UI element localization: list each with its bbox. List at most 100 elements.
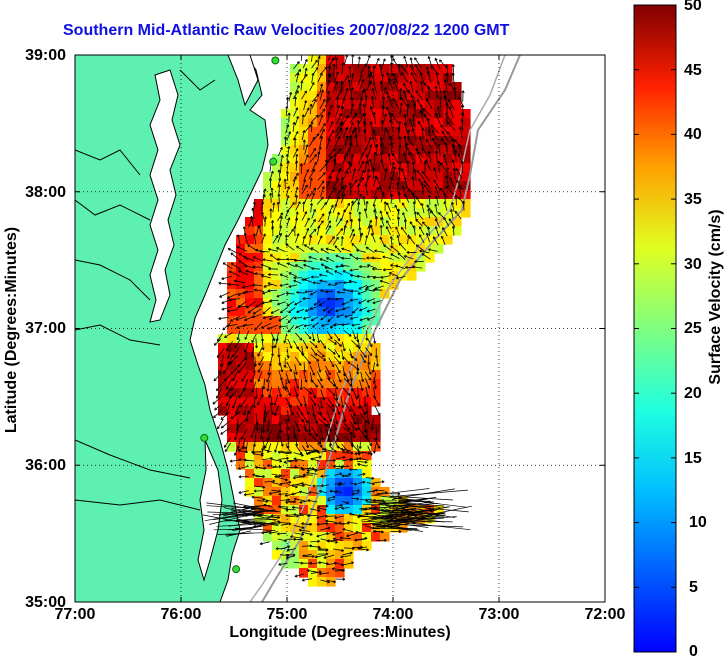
velocity-cell xyxy=(416,154,426,164)
velocity-cell xyxy=(245,244,255,254)
velocity-cell xyxy=(290,442,300,452)
velocity-cell xyxy=(254,244,264,254)
velocity-cell xyxy=(254,424,264,434)
velocity-cell xyxy=(236,451,246,461)
colorbar-tick-label: 45 xyxy=(684,62,702,80)
velocity-cell xyxy=(326,478,336,488)
velocity-cell xyxy=(272,271,282,281)
x-tick-label: 74:00 xyxy=(353,606,433,624)
velocity-cell xyxy=(272,298,282,308)
velocity-cell xyxy=(335,271,345,281)
velocity-cell xyxy=(308,127,318,137)
station-marker xyxy=(233,566,240,573)
velocity-cell xyxy=(245,487,255,497)
velocity-cell xyxy=(407,217,417,227)
velocity-cell xyxy=(236,379,246,389)
velocity-cell xyxy=(281,253,291,263)
velocity-cell xyxy=(335,172,345,182)
velocity-cell xyxy=(308,91,318,101)
vector-head xyxy=(311,52,313,54)
velocity-cell xyxy=(299,559,309,569)
colorbar-tick-label: 10 xyxy=(689,514,707,532)
velocity-cell xyxy=(353,496,363,506)
y-axis-label: Latitude (Degrees:Minutes) xyxy=(3,227,21,433)
vector-head xyxy=(336,49,338,51)
velocity-cell xyxy=(299,64,309,74)
velocity-vector xyxy=(268,275,278,276)
velocity-cell xyxy=(245,433,255,443)
velocity-cell xyxy=(416,118,426,128)
velocity-cell xyxy=(299,280,309,290)
velocity-vector xyxy=(360,437,361,449)
velocity-cell xyxy=(218,343,228,353)
velocity-cell xyxy=(236,307,246,317)
velocity-cell xyxy=(290,478,300,488)
velocity-cell xyxy=(353,469,363,479)
station-marker xyxy=(201,434,208,441)
velocity-cell xyxy=(344,496,354,506)
velocity-cell xyxy=(254,217,264,227)
velocity-cell xyxy=(344,478,354,488)
velocity-cell xyxy=(254,316,264,326)
velocity-cell xyxy=(263,478,273,488)
velocity-cell xyxy=(245,325,255,335)
velocity-vector xyxy=(303,202,304,212)
velocity-cell xyxy=(353,325,363,335)
velocity-cell xyxy=(335,478,345,488)
velocity-cell xyxy=(326,298,336,308)
velocity-cell xyxy=(317,298,327,308)
velocity-cell xyxy=(317,496,327,506)
velocity-cell xyxy=(317,118,327,128)
velocity-cell xyxy=(308,343,318,353)
velocity-cell xyxy=(452,118,462,128)
velocity-cell xyxy=(389,217,399,227)
velocity-cell xyxy=(290,352,300,362)
velocity-cell xyxy=(317,316,327,326)
x-tick-label: 75:00 xyxy=(247,606,327,624)
velocity-cell xyxy=(371,361,381,371)
velocity-cell xyxy=(272,262,282,272)
velocity-cell xyxy=(398,109,408,119)
velocity-cell xyxy=(263,370,273,380)
velocity-cell xyxy=(299,118,309,128)
colorbar-tick-label: 5 xyxy=(689,579,698,597)
velocity-cell xyxy=(308,226,318,236)
velocity-cell xyxy=(236,352,246,362)
x-axis-label: Longitude (Degrees:Minutes) xyxy=(75,624,605,642)
velocity-cell xyxy=(371,154,381,164)
colorbar-tick-label: 25 xyxy=(684,320,702,338)
velocity-cell xyxy=(362,460,372,470)
colorbar xyxy=(634,5,676,652)
velocity-cell xyxy=(335,289,345,299)
velocity-cell xyxy=(389,199,399,209)
velocity-cell xyxy=(290,487,300,497)
velocity-cell xyxy=(299,433,309,443)
velocity-cell xyxy=(344,460,354,470)
velocity-cell xyxy=(353,217,363,227)
velocity-vector xyxy=(288,516,298,517)
velocity-cell xyxy=(281,181,291,191)
velocity-cell xyxy=(371,235,381,245)
velocity-cell xyxy=(308,577,318,587)
velocity-vector xyxy=(382,120,383,131)
velocity-cell xyxy=(389,145,399,155)
velocity-cell xyxy=(425,253,435,263)
velocity-cell xyxy=(290,235,300,245)
velocity-cell xyxy=(362,361,372,371)
velocity-cell xyxy=(362,415,372,425)
velocity-cell xyxy=(425,109,435,119)
y-tick-label: 39:00 xyxy=(0,47,66,65)
velocity-cell xyxy=(263,307,273,317)
velocity-cell xyxy=(416,109,426,119)
velocity-cell xyxy=(245,271,255,281)
velocity-vector xyxy=(366,95,367,107)
velocity-cell xyxy=(434,199,444,209)
velocity-cell xyxy=(362,271,372,281)
velocity-cell xyxy=(281,163,291,173)
colorbar-label: Surface Velocity (cm/s) xyxy=(707,209,724,384)
colorbar-tick-label: 0 xyxy=(689,643,698,661)
velocity-cell xyxy=(335,325,345,335)
velocity-cell xyxy=(263,487,273,497)
velocity-cell xyxy=(353,154,363,164)
velocity-cell xyxy=(245,361,255,371)
